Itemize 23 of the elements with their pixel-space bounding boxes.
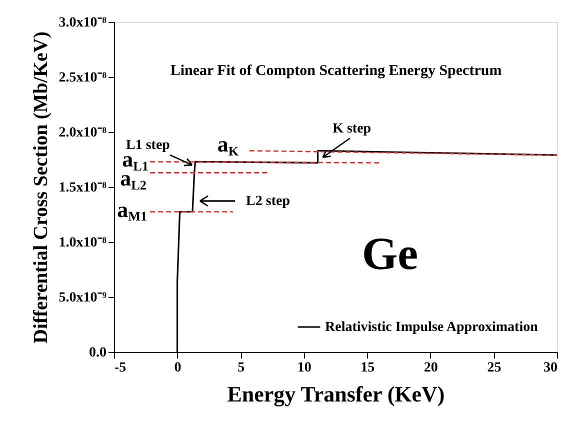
annotation: L1 step	[126, 138, 170, 153]
x-tick-label: 30	[544, 360, 558, 376]
y-tick-label: 0.0	[89, 346, 106, 360]
x-tick-label: 10	[297, 360, 312, 376]
y-tick-label: 1.5x10⁻⁸	[58, 180, 106, 196]
y-tick-label: 3.0x10⁻⁸	[58, 16, 106, 30]
y-tick-label: 2.0x10⁻⁸	[58, 126, 106, 140]
legend-label: Relativistic Impulse Approximation	[325, 320, 538, 335]
y-tick-label: 5.0x10⁻⁹	[58, 290, 106, 306]
x-tick-label: -5	[114, 360, 126, 376]
annotation: Linear Fit of Compton Scattering Energy Spectrum	[170, 63, 502, 79]
annotation: L2 step	[246, 194, 290, 209]
x-tick-label: 20	[424, 360, 438, 376]
y-tick-label: 1.0x10⁻⁸	[58, 236, 106, 250]
y-axis-title: Differential Cross Section (Mb/KeV)	[30, 32, 52, 344]
x-tick-label: 0	[174, 360, 182, 376]
x-axis-title: Energy Transfer (KeV)	[227, 382, 445, 406]
x-tick-label: 25	[487, 360, 502, 376]
y-tick-label: 2.5x10⁻⁸	[58, 70, 106, 86]
x-tick-label: 15	[360, 360, 375, 376]
x-tick-label: 5	[238, 360, 245, 376]
annotation: Ge	[362, 228, 418, 279]
annotation: K step	[332, 121, 372, 136]
